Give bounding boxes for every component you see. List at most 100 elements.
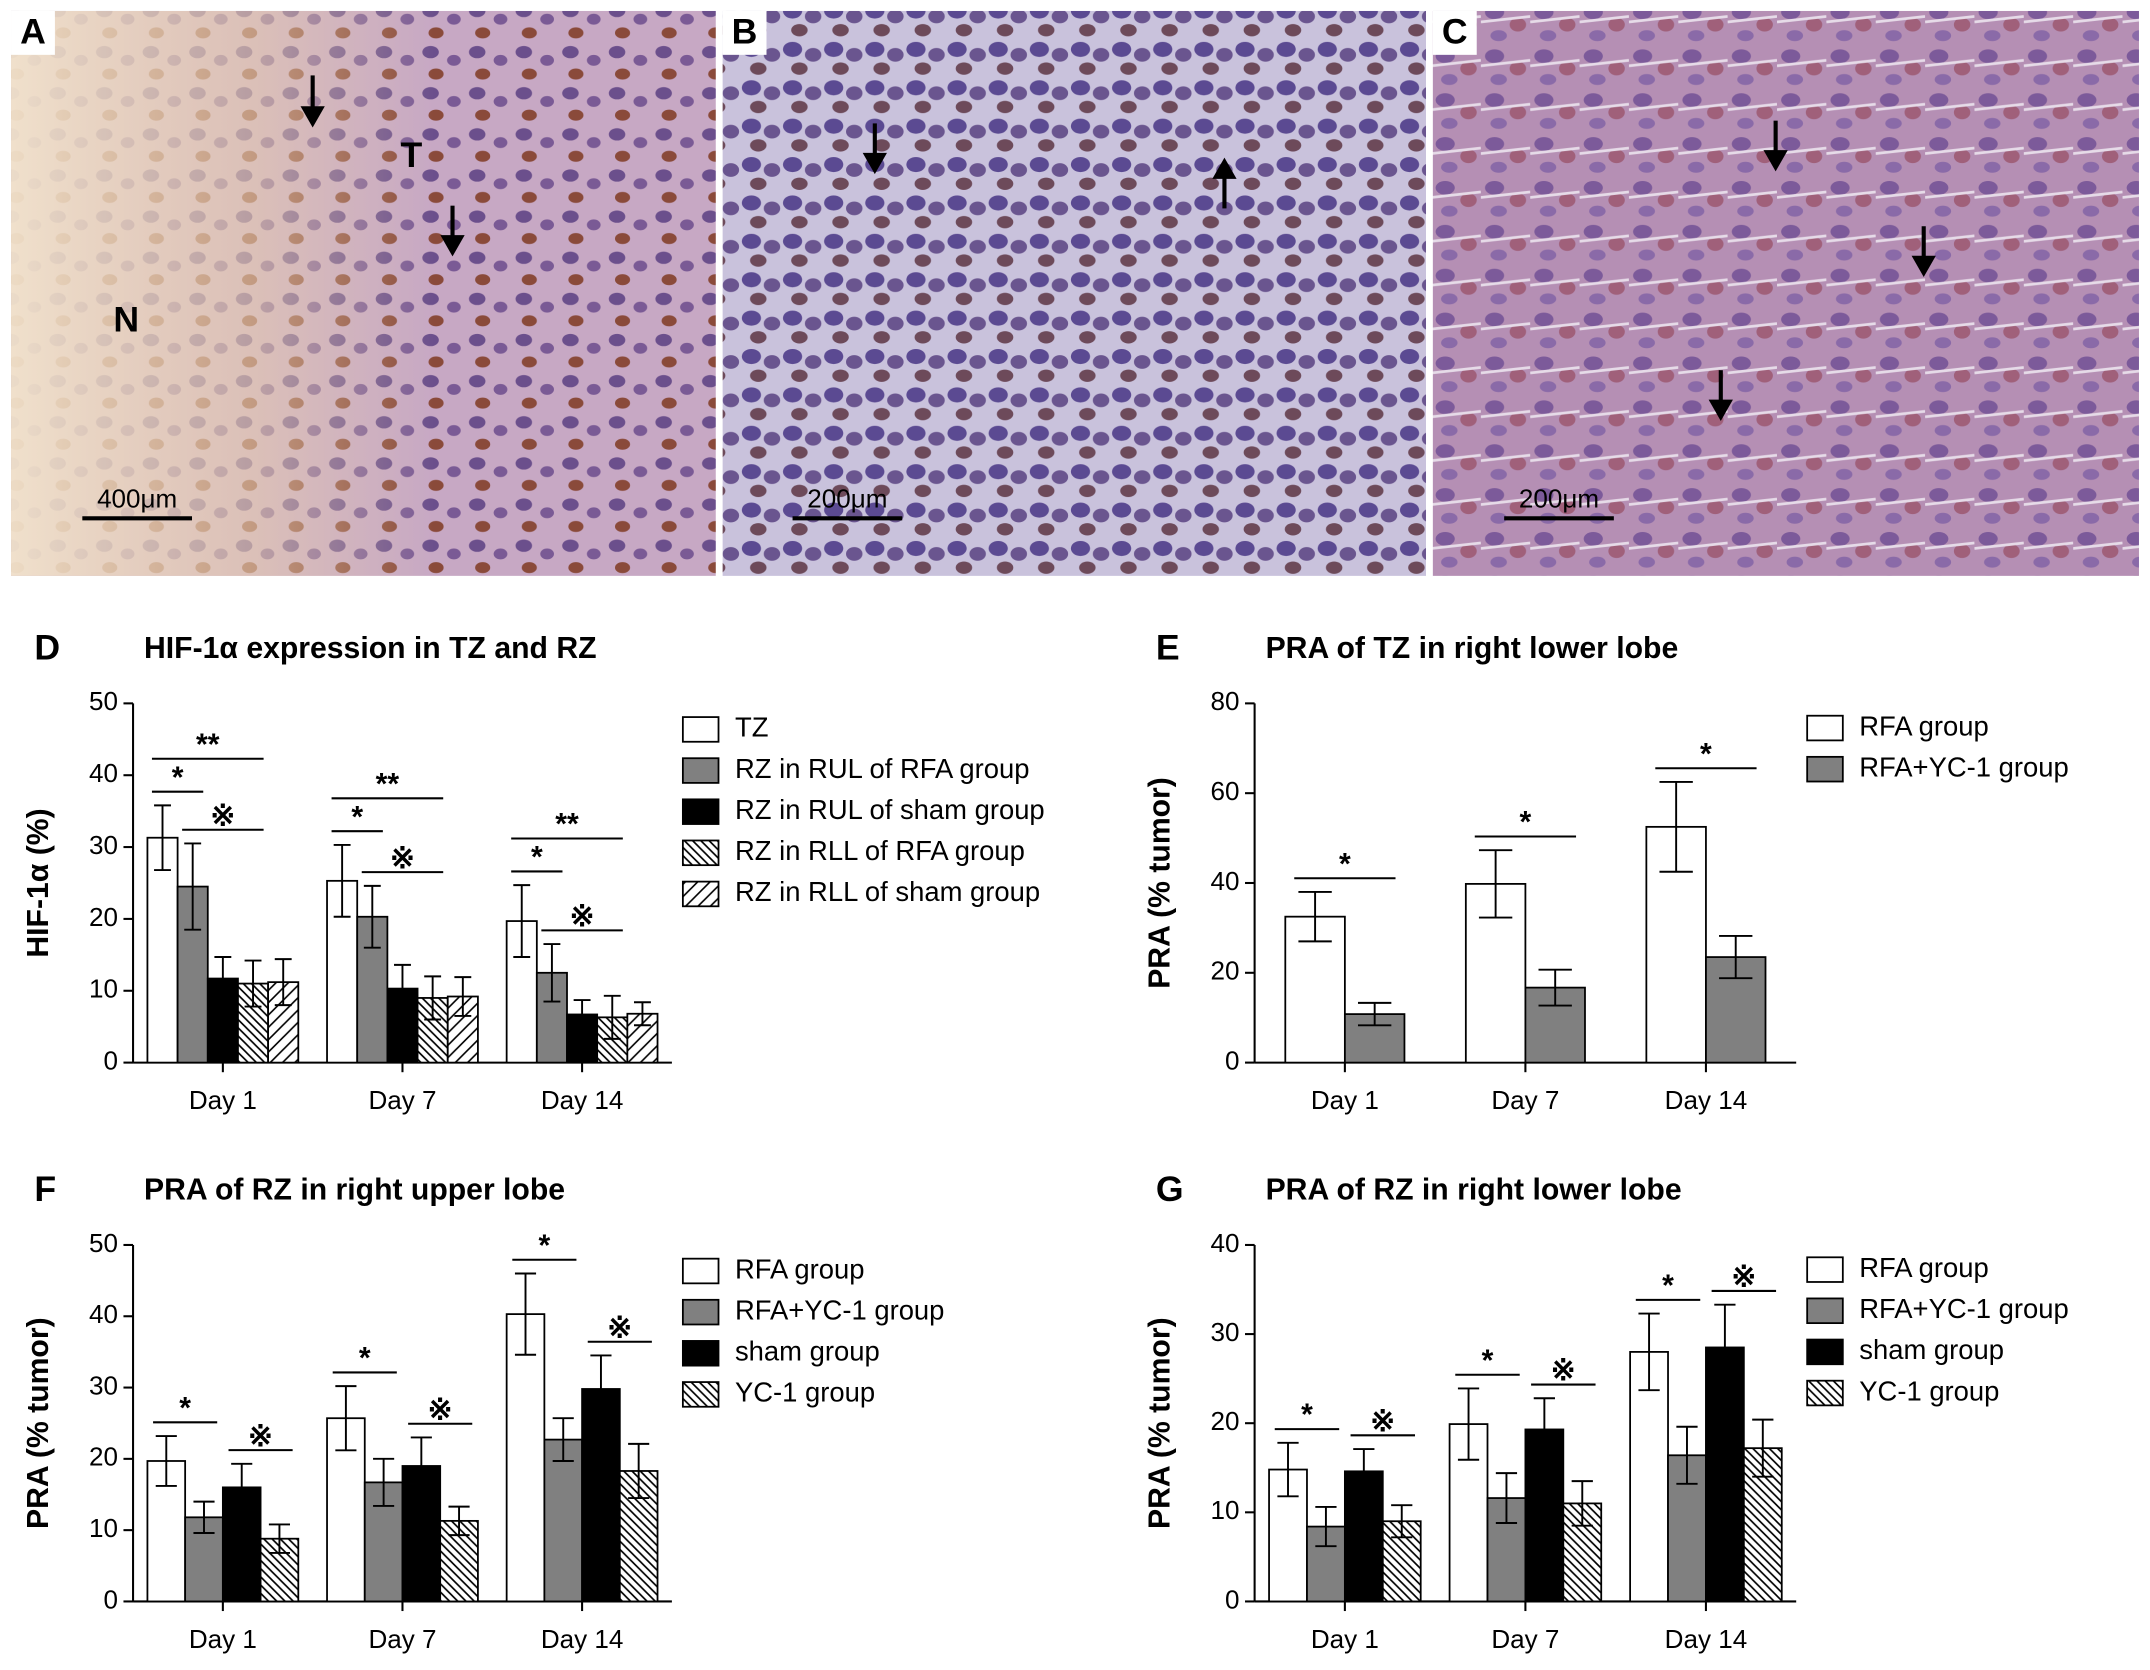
error-bar xyxy=(335,1385,357,1452)
y-tick-label: 20 xyxy=(1211,956,1240,986)
bar xyxy=(505,1313,546,1603)
x-tick-label: Day 14 xyxy=(541,1624,624,1654)
legend-swatch xyxy=(681,1340,720,1367)
significance-label: * xyxy=(1662,1270,1674,1303)
legend-swatch xyxy=(681,1298,720,1326)
legend-swatch xyxy=(681,1381,720,1408)
significance-label: * xyxy=(172,761,184,794)
x-tick-label: Day 7 xyxy=(1491,1085,1559,1115)
panel-label-box xyxy=(722,10,767,55)
y-tick-label: 10 xyxy=(1211,1495,1240,1525)
bar xyxy=(146,836,179,1064)
error-bar xyxy=(363,884,381,949)
error-bar xyxy=(244,959,262,1008)
panel-label: A xyxy=(20,12,46,52)
legend-label: RFA group xyxy=(1859,1252,1989,1283)
legend-swatch xyxy=(1806,1338,1844,1366)
error-bar xyxy=(373,1457,395,1507)
significance-label: ※ xyxy=(1370,1405,1395,1438)
legend-swatch xyxy=(681,716,720,743)
x-tick-label: Day 14 xyxy=(541,1085,624,1115)
error-bar xyxy=(1457,1387,1480,1461)
legend-swatch xyxy=(1806,1379,1844,1407)
scale-bar-label: 400μm xyxy=(97,483,177,513)
bar xyxy=(543,1438,583,1603)
error-bar xyxy=(603,994,621,1040)
y-axis-label: PRA (% tumor) xyxy=(22,1317,55,1529)
error-bar xyxy=(454,976,472,1017)
chart: D HIF-1α expression in TZ and RZ HIF-1α (%… xyxy=(22,627,1045,1115)
y-tick-label: 30 xyxy=(89,1370,118,1400)
panel-label: G xyxy=(1156,1169,1184,1209)
legend-swatch xyxy=(681,839,720,867)
y-tick-label: 10 xyxy=(89,1513,118,1543)
error-bar xyxy=(1719,935,1753,980)
error-bar xyxy=(1659,780,1693,873)
arrowhead xyxy=(440,235,465,257)
panel-label: F xyxy=(34,1169,56,1209)
error-bar xyxy=(1533,1397,1555,1462)
photo-annotation: T xyxy=(401,135,423,175)
y-tick-label: 0 xyxy=(103,1045,118,1075)
arrowhead xyxy=(1763,150,1788,172)
legend-label: YC-1 group xyxy=(1859,1375,1999,1406)
arrowhead xyxy=(1708,399,1733,421)
chart: G PRA of RZ in right lower lobe PRA (% tum… xyxy=(1143,1169,2068,1654)
error-bar xyxy=(628,1442,650,1500)
error-bar xyxy=(231,1462,253,1512)
y-tick-label: 0 xyxy=(103,1584,118,1614)
error-bar xyxy=(448,1505,470,1537)
error-bar xyxy=(1638,1312,1660,1392)
legend-swatch xyxy=(681,1257,720,1285)
chart-title: HIF-1α expression in TZ and RZ xyxy=(144,632,597,665)
panel-label: B xyxy=(732,12,758,52)
y-tick-label: 50 xyxy=(89,686,118,716)
y-tick-label: 40 xyxy=(89,758,118,788)
legend-label: TZ xyxy=(735,712,768,743)
significance-label: * xyxy=(1520,806,1532,839)
significance-label: ※ xyxy=(607,1311,632,1344)
error-bar xyxy=(1714,1303,1736,1392)
chart: F PRA of RZ in right upper lobe PRA (% tum… xyxy=(22,1169,945,1654)
legend-swatch xyxy=(681,880,720,908)
y-tick-label: 20 xyxy=(89,902,118,932)
error-bar xyxy=(1478,849,1513,919)
legend-label: YC-1 group xyxy=(735,1377,875,1408)
significance-label: ※ xyxy=(248,1420,273,1453)
y-tick-label: 30 xyxy=(1211,1317,1240,1347)
y-tick-label: 20 xyxy=(89,1442,118,1472)
y-axis-label: PRA (% tumor) xyxy=(1143,1317,1176,1529)
error-bar xyxy=(1357,1001,1392,1027)
error-bar xyxy=(590,1354,612,1424)
error-bar xyxy=(154,804,171,872)
arrows xyxy=(300,75,1936,421)
legend-swatch xyxy=(1806,1297,1844,1325)
y-tick-label: 0 xyxy=(1225,1045,1240,1075)
panel-label-box xyxy=(1432,10,1477,55)
error-bar xyxy=(394,963,411,1014)
significance-label: ** xyxy=(376,768,400,801)
y-tick-label: 50 xyxy=(89,1228,118,1258)
arrowhead xyxy=(1212,157,1237,179)
micrograph xyxy=(1432,10,2139,576)
legend-swatch xyxy=(1806,755,1844,783)
arrowhead xyxy=(300,106,325,128)
x-tick-label: Day 1 xyxy=(189,1085,257,1115)
significance-label: ※ xyxy=(428,1393,453,1426)
error-bar xyxy=(513,884,531,958)
error-bar xyxy=(1277,1441,1299,1498)
error-bar xyxy=(573,999,591,1030)
significance-label: * xyxy=(1700,738,1712,771)
significance-label: * xyxy=(1339,848,1351,881)
significance-label: ※ xyxy=(390,842,415,875)
error-bar xyxy=(193,1500,215,1534)
x-tick-label: Day 1 xyxy=(189,1624,257,1654)
error-bar xyxy=(274,958,292,1007)
significance-label: * xyxy=(351,801,363,834)
y-tick-label: 40 xyxy=(1211,1228,1240,1258)
significance-label: ※ xyxy=(210,799,235,832)
legend-label: RZ in RUL of sham group xyxy=(735,794,1045,825)
y-tick-label: 0 xyxy=(1225,1584,1240,1614)
